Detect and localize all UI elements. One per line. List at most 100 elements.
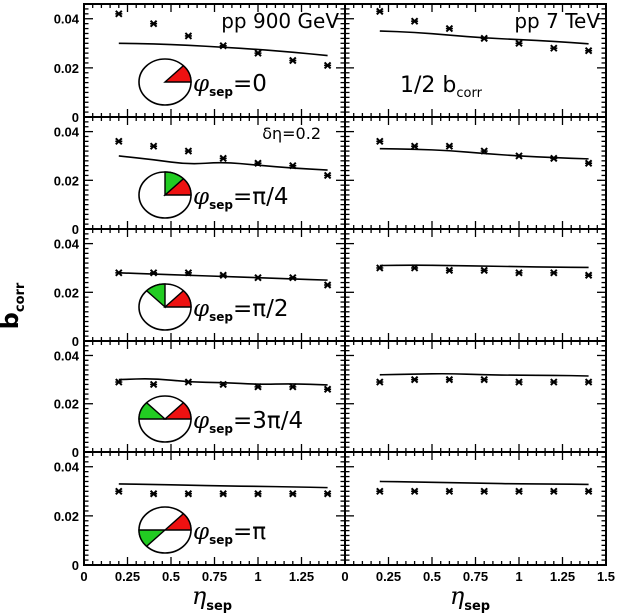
model-curve bbox=[118, 378, 328, 386]
pie-red-sector bbox=[163, 401, 192, 420]
data-point bbox=[550, 269, 558, 277]
y-tick-label: 0.04 bbox=[54, 125, 80, 140]
pie-diagram bbox=[138, 395, 192, 443]
data-point bbox=[323, 490, 332, 498]
data-point bbox=[376, 137, 384, 146]
pie-red-sector bbox=[163, 64, 192, 83]
data-point bbox=[219, 380, 227, 389]
data-point bbox=[584, 271, 593, 279]
panel-r1-c1 bbox=[344, 116, 607, 230]
data-point bbox=[289, 383, 297, 391]
panel-r4-c0: 0 0.02 0.04 0 0.25 0.5 0.75 1 1.25 φsep=π bbox=[54, 451, 346, 584]
data-point bbox=[254, 273, 262, 282]
model-curve bbox=[379, 372, 589, 377]
phi-sub: sep bbox=[209, 310, 233, 324]
y-tick-label: 0 bbox=[72, 222, 79, 237]
y-tick-label: 0.04 bbox=[54, 237, 80, 252]
data-point bbox=[289, 161, 297, 170]
phi-label: φsep=π/4 bbox=[193, 184, 289, 212]
y-tick-label: 0.02 bbox=[54, 173, 79, 188]
x-tick-label: 0 bbox=[80, 569, 87, 584]
data-point bbox=[376, 7, 384, 16]
y-axis-title: bcorr bbox=[0, 282, 28, 329]
data-point bbox=[254, 490, 262, 498]
data-point bbox=[445, 375, 454, 384]
data-point bbox=[445, 142, 454, 150]
data-point bbox=[410, 142, 419, 150]
phi-sub: sep bbox=[209, 422, 233, 436]
data-point bbox=[550, 44, 558, 52]
data-point bbox=[376, 378, 384, 386]
phi-value: =0 bbox=[233, 71, 267, 97]
data-point bbox=[219, 42, 227, 50]
x-tick-label: 0.25 bbox=[115, 569, 140, 584]
data-point bbox=[550, 487, 558, 496]
data-point bbox=[289, 273, 297, 282]
column-title: pp 900 GeV bbox=[221, 9, 339, 33]
x-tick-label: 0 bbox=[341, 569, 348, 584]
model-curve bbox=[118, 483, 328, 489]
data-point bbox=[515, 39, 523, 48]
pie-diagram bbox=[138, 283, 192, 331]
phi-symbol: φ bbox=[193, 519, 210, 545]
data-point bbox=[550, 154, 558, 163]
data-point bbox=[584, 487, 593, 496]
data-point bbox=[184, 490, 193, 498]
data-point bbox=[323, 281, 332, 289]
data-point bbox=[410, 17, 419, 25]
phi-sub: sep bbox=[209, 533, 233, 547]
half-bcorr-sub: corr bbox=[456, 86, 482, 101]
data-point bbox=[115, 378, 123, 386]
data-point bbox=[149, 380, 158, 389]
data-point bbox=[184, 269, 193, 277]
data-point bbox=[149, 142, 158, 150]
phi-symbol: φ bbox=[193, 71, 210, 97]
pie-diagram bbox=[138, 506, 192, 554]
y-tick-label: 0 bbox=[72, 334, 79, 349]
delta-eta-label: δη=0.2 bbox=[262, 124, 321, 143]
half-bcorr-main: 1/2 b bbox=[400, 73, 456, 98]
data-point bbox=[584, 159, 593, 167]
y-tick-label: 0 bbox=[72, 558, 79, 573]
phi-symbol: φ bbox=[193, 296, 210, 322]
y-tick-label: 0.02 bbox=[54, 61, 79, 76]
phi-value: =π bbox=[233, 519, 266, 545]
data-point bbox=[445, 487, 454, 496]
x-axis-title-left: ηsep bbox=[192, 582, 232, 614]
data-point bbox=[184, 378, 193, 386]
half-bcorr-label: 1/2 bcorr bbox=[400, 73, 483, 101]
pie-diagram bbox=[138, 171, 192, 219]
data-point bbox=[515, 378, 523, 386]
data-point bbox=[254, 159, 262, 167]
model-curve bbox=[379, 480, 589, 486]
model-curve bbox=[379, 264, 589, 269]
data-point bbox=[480, 487, 488, 496]
y-tick-label: 0.02 bbox=[54, 397, 79, 412]
data-point bbox=[323, 385, 332, 393]
pie-red-sector bbox=[163, 512, 192, 531]
data-point bbox=[445, 24, 454, 33]
data-point bbox=[480, 34, 488, 43]
x-tick-label: 1.5 bbox=[597, 569, 615, 584]
x-tick-label: 0.75 bbox=[463, 569, 488, 584]
data-point bbox=[445, 266, 454, 275]
data-point bbox=[289, 490, 297, 498]
data-point bbox=[149, 19, 158, 28]
data-point bbox=[410, 487, 419, 496]
panel-r0-c1: pp 7 TeV 1/2 bcorr bbox=[344, 3, 607, 118]
data-point bbox=[219, 154, 227, 163]
phi-value: =π/2 bbox=[233, 296, 289, 322]
data-point bbox=[584, 46, 593, 55]
data-point bbox=[184, 147, 193, 155]
data-point bbox=[115, 269, 123, 277]
model-curve bbox=[118, 155, 328, 171]
panel-frame bbox=[344, 451, 607, 566]
data-point bbox=[149, 490, 158, 498]
x-tick-label: 1 bbox=[254, 569, 261, 584]
y-tick-label: 0.04 bbox=[54, 460, 80, 475]
data-point bbox=[115, 487, 123, 496]
phi-value: =π/4 bbox=[233, 184, 289, 210]
data-point bbox=[115, 137, 123, 146]
